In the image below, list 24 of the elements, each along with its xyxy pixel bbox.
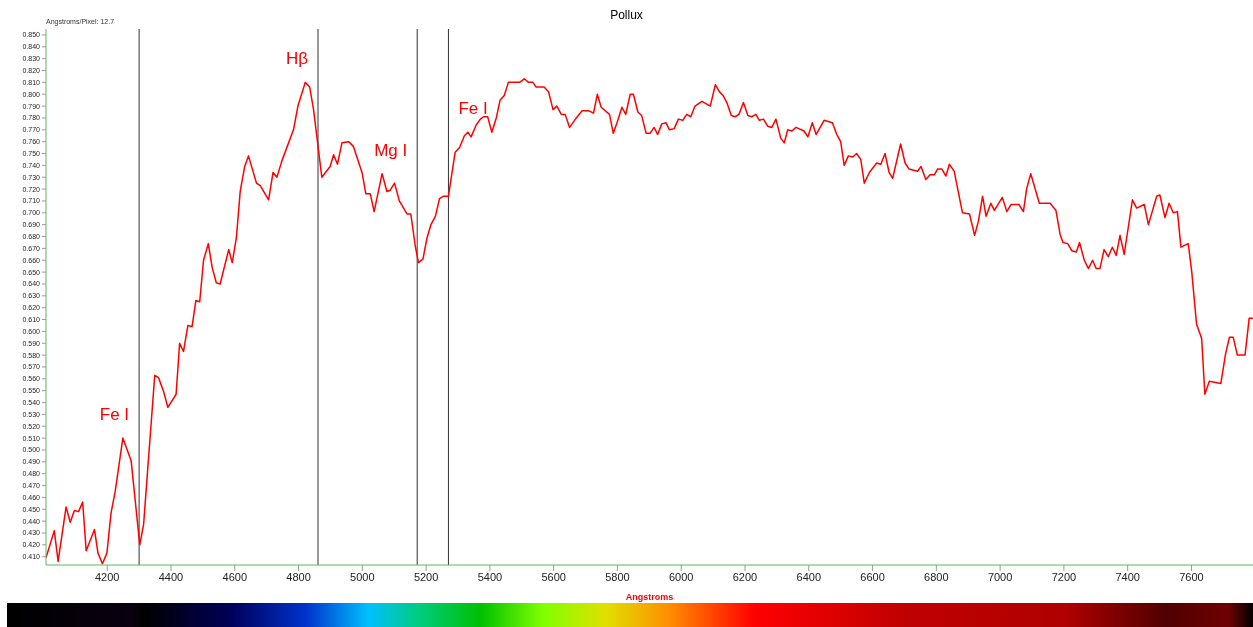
x-tick-label: 4400 (158, 570, 184, 583)
ref-line-label: Hβ (285, 49, 309, 69)
x-tick-label: 5800 (605, 570, 630, 583)
x-tick-label: 5200 (413, 570, 439, 583)
x-tick-label: 6600 (860, 570, 885, 583)
x-tick-label: 5000 (350, 570, 375, 583)
chart-title: Pollux (610, 8, 643, 22)
ref-line-label: Fe I (99, 405, 130, 425)
ref-line-label: Mg I (374, 140, 408, 160)
x-tick-label: 7000 (987, 570, 1013, 583)
x-tick-label: 7600 (1179, 570, 1204, 583)
x-tick-label: 7200 (1051, 570, 1077, 583)
x-tick-label: 7400 (1115, 570, 1140, 583)
ref-line-label: Fe I (458, 99, 488, 119)
x-axis-title: Angstroms (625, 592, 674, 602)
x-tick-label: 6800 (924, 570, 949, 583)
x-tick-label: 6000 (668, 570, 694, 583)
x-tick-label: 4600 (222, 570, 248, 583)
x-tick-label: 4800 (286, 570, 311, 583)
x-tick-label: 4200 (94, 570, 120, 583)
x-tick-label: 5400 (477, 570, 503, 583)
x-tick-label: 5600 (541, 570, 566, 583)
x-tick-label: 6200 (732, 570, 758, 583)
x-tick-label: 6400 (796, 570, 822, 583)
